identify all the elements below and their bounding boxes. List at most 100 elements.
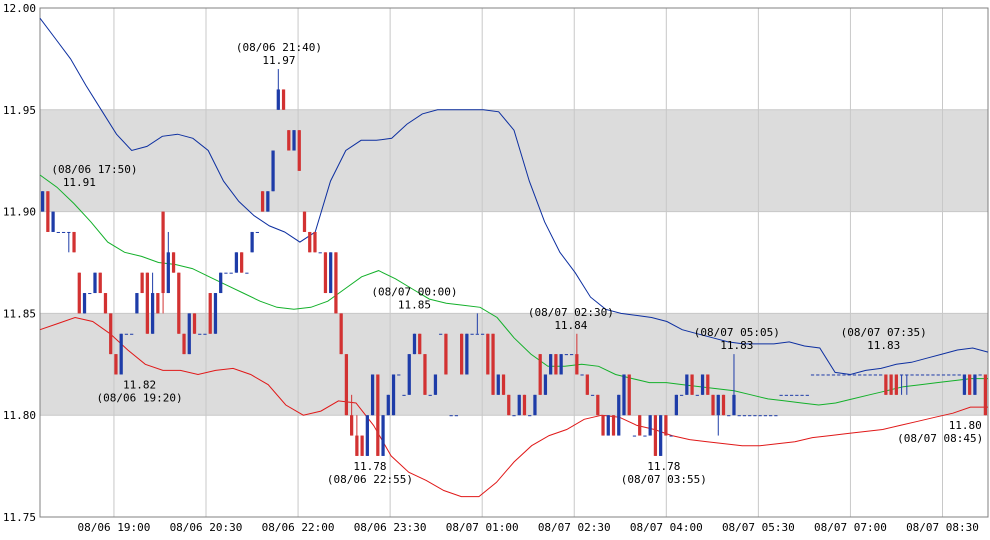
candle-body-26 bbox=[177, 272, 181, 334]
annotation-price-6: 11.78 bbox=[647, 460, 680, 473]
candle-body-112 bbox=[627, 374, 631, 416]
candle-body-5 bbox=[67, 231, 71, 233]
x-tick-label-5: 08/07 02:30 bbox=[538, 521, 611, 534]
x-tick-label-8: 08/07 07:00 bbox=[814, 521, 887, 534]
candle-body-117 bbox=[653, 415, 658, 456]
candle-body-106 bbox=[596, 394, 600, 416]
candle-body-1 bbox=[46, 191, 50, 232]
candle-body-62 bbox=[365, 415, 369, 456]
candle-body-102 bbox=[575, 354, 579, 375]
candle-body-28 bbox=[187, 313, 191, 355]
candle-body-159 bbox=[873, 374, 878, 376]
candle-body-129 bbox=[716, 394, 720, 416]
candle-body-158 bbox=[868, 374, 872, 376]
annotation-time-8: (08/07 07:35) bbox=[841, 326, 927, 339]
candle-body-172 bbox=[941, 374, 946, 376]
x-tick-label-9: 08/07 08:30 bbox=[906, 521, 979, 534]
y-tick-label-4: 11.95 bbox=[3, 104, 36, 117]
candle-body-0 bbox=[40, 191, 45, 212]
candle-body-119 bbox=[664, 415, 668, 436]
candle-body-139 bbox=[769, 415, 773, 417]
candle-body-19 bbox=[140, 272, 144, 294]
candle-body-142 bbox=[784, 394, 788, 396]
candle-body-34 bbox=[219, 272, 223, 294]
candle-body-110 bbox=[617, 394, 621, 436]
candle-body-121 bbox=[674, 394, 678, 416]
candle-body-48 bbox=[292, 130, 296, 151]
candle-body-25 bbox=[171, 252, 176, 273]
candle-body-108 bbox=[606, 415, 610, 436]
candle-body-96 bbox=[543, 374, 548, 395]
candle-body-127 bbox=[706, 374, 710, 395]
candle-body-115 bbox=[643, 435, 647, 437]
candle-body-180 bbox=[983, 374, 988, 416]
candle-body-78 bbox=[449, 415, 453, 417]
candle-body-109 bbox=[611, 415, 616, 436]
candle-body-56 bbox=[334, 252, 338, 314]
candle-body-133 bbox=[737, 415, 741, 417]
candle-body-132 bbox=[732, 394, 736, 416]
candle-body-77 bbox=[444, 333, 448, 375]
candle-body-140 bbox=[774, 415, 778, 417]
x-tick-label-7: 08/07 05:30 bbox=[722, 521, 795, 534]
candle-body-20 bbox=[145, 272, 149, 334]
candle-body-104 bbox=[585, 374, 589, 395]
candle-body-169 bbox=[926, 374, 930, 376]
candle-body-36 bbox=[229, 272, 233, 274]
candle-body-10 bbox=[93, 272, 97, 294]
candle-body-168 bbox=[920, 374, 925, 376]
annotation-time-0: (08/06 17:50) bbox=[51, 163, 137, 176]
candle-body-23 bbox=[161, 211, 165, 294]
candle-body-86 bbox=[491, 333, 495, 395]
candle-body-8 bbox=[82, 293, 87, 314]
annotation-time-1: (08/06 19:20) bbox=[96, 391, 182, 404]
candle-body-32 bbox=[208, 293, 212, 334]
candle-body-11 bbox=[98, 272, 102, 294]
candle-body-60 bbox=[355, 435, 359, 456]
candle-body-107 bbox=[601, 415, 605, 436]
annotation-price-8: 11.83 bbox=[867, 339, 900, 352]
candle-body-81 bbox=[465, 333, 469, 375]
candle-body-118 bbox=[659, 415, 663, 456]
candle-body-83 bbox=[475, 333, 479, 335]
candle-body-35 bbox=[224, 272, 228, 274]
candle-body-114 bbox=[638, 415, 642, 436]
candle-body-167 bbox=[915, 374, 919, 376]
x-tick-label-6: 08/07 04:00 bbox=[630, 521, 703, 534]
upper-band-line bbox=[39, 17, 989, 376]
candle-body-166 bbox=[910, 374, 914, 376]
candle-body-126 bbox=[700, 374, 705, 395]
candle-body-41 bbox=[255, 231, 259, 233]
candle-body-162 bbox=[889, 374, 893, 395]
annotation-price-9: 11.80 bbox=[949, 419, 982, 432]
candle-body-177 bbox=[968, 374, 972, 395]
candle-body-53 bbox=[318, 252, 322, 254]
candle-body-59 bbox=[350, 415, 354, 436]
candle-body-143 bbox=[789, 394, 794, 396]
candle-body-128 bbox=[711, 394, 715, 416]
annotation-price-4: 11.85 bbox=[398, 298, 431, 311]
candle-body-66 bbox=[386, 394, 390, 416]
plot-border bbox=[39, 7, 989, 518]
candle-body-18 bbox=[135, 293, 139, 314]
candle-body-74 bbox=[428, 394, 432, 396]
candle-body-50 bbox=[302, 211, 307, 232]
candle-body-148 bbox=[816, 374, 820, 376]
candle-body-2 bbox=[51, 211, 55, 232]
middle-band-line bbox=[39, 174, 988, 406]
candle-body-103 bbox=[580, 374, 584, 376]
annotation-time-7: (08/07 05:05) bbox=[694, 326, 780, 339]
candle-body-16 bbox=[124, 333, 129, 335]
candle-body-178 bbox=[973, 374, 977, 395]
candle-body-141 bbox=[779, 394, 783, 396]
candle-body-72 bbox=[418, 333, 422, 355]
candle-body-111 bbox=[622, 374, 626, 416]
candle-body-95 bbox=[538, 354, 542, 395]
candle-body-70 bbox=[407, 354, 411, 395]
candle-body-157 bbox=[863, 374, 867, 376]
candle-body-82 bbox=[470, 333, 474, 335]
candle-body-21 bbox=[150, 293, 155, 334]
annotation-time-6: (08/07 03:55) bbox=[621, 473, 707, 486]
annotation-time-3: (08/06 22:55) bbox=[327, 473, 413, 486]
y-tick-label-3: 11.90 bbox=[3, 206, 36, 219]
